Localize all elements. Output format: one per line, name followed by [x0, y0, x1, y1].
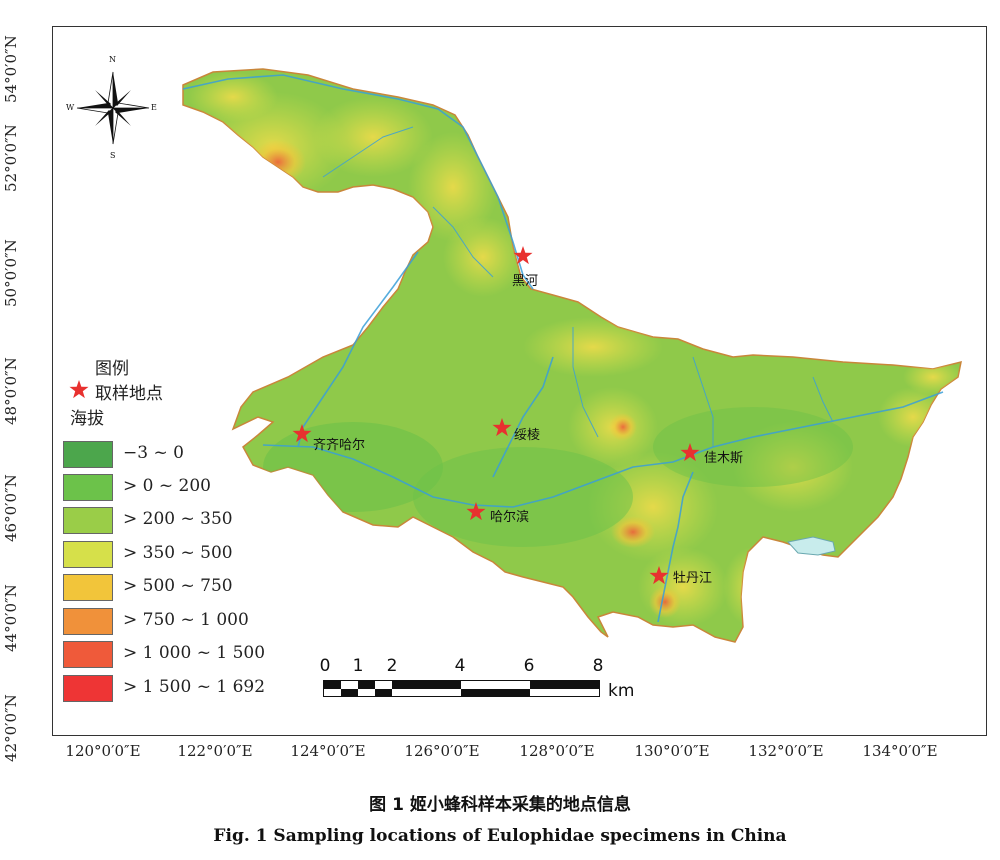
lon-label-120: 120°0′0″E	[65, 742, 141, 760]
scale-num-1: 1	[352, 656, 364, 676]
legend-item-label: > 200 ~ 350	[123, 509, 233, 529]
legend-item: > 1 000 ~ 1 500	[63, 641, 323, 669]
scale-num-8: 8	[592, 656, 604, 676]
legend-item-label: −3 ~ 0	[123, 443, 184, 463]
scale-num-6: 6	[523, 656, 535, 676]
legend-swatch	[63, 441, 113, 468]
city-label-suihua: 绥棱	[514, 428, 541, 443]
legend-title: 图例	[95, 359, 129, 379]
compass-rose-icon	[76, 71, 150, 145]
legend-item-label: > 500 ~ 750	[123, 576, 233, 596]
city-label-jiamusi: 佳木斯	[704, 451, 744, 466]
compass-n: N	[109, 55, 116, 64]
lon-label-126: 126°0′0″E	[404, 742, 480, 760]
city-label-qiqihar: 齐齐哈尔	[313, 438, 366, 453]
scale-unit: km	[608, 681, 635, 701]
lon-label-134: 134°0′0″E	[862, 742, 938, 760]
legend-item-label: > 1 500 ~ 1 692	[123, 677, 266, 697]
rivers	[182, 74, 944, 623]
lon-label-128: 128°0′0″E	[519, 742, 595, 760]
scale-num-2: 2	[386, 656, 398, 676]
caption-chinese: 图 1 姬小蜂科样本采集的地点信息	[369, 795, 631, 815]
legend-item-label: > 1 000 ~ 1 500	[123, 643, 266, 663]
legend-item: > 500 ~ 750	[63, 574, 323, 602]
legend-swatch	[63, 574, 113, 601]
caption-english: Fig. 1 Sampling locations of Eulophidae …	[213, 826, 787, 846]
tributary-1	[572, 327, 599, 438]
tributary-4	[322, 126, 414, 178]
legend-elevation-label: 海拔	[70, 409, 104, 429]
lat-label-42: 42°0′0″N	[2, 694, 20, 762]
lat-label-52: 52°0′0″N	[2, 124, 20, 192]
tributary-3	[812, 376, 834, 423]
city-label-heihe: 黑河	[512, 274, 539, 289]
scale-num-0: 0	[319, 656, 331, 676]
lat-label-46: 46°0′0″N	[2, 474, 20, 542]
songhua-river	[262, 391, 944, 508]
scale-bar-graphic	[323, 680, 600, 697]
legend-swatch	[63, 507, 113, 534]
compass-s: S	[110, 151, 116, 160]
legend-item: −3 ~ 0	[63, 441, 323, 469]
lon-label-124: 124°0′0″E	[290, 742, 366, 760]
xingkai-lake	[787, 536, 836, 556]
legend-swatch	[63, 541, 113, 568]
tributary-5	[432, 206, 494, 278]
legend-sample-label: 取样地点	[95, 384, 163, 404]
legend-item: > 1 500 ~ 1 692	[63, 675, 323, 703]
lon-label-122: 122°0′0″E	[177, 742, 253, 760]
legend-item-label: > 0 ~ 200	[123, 476, 211, 496]
lat-label-50: 50°0′0″N	[2, 239, 20, 307]
legend-item: > 750 ~ 1 000	[63, 608, 323, 636]
map-frame: N S E W	[52, 26, 987, 736]
scale-num-4: 4	[454, 656, 466, 676]
north-arrow: N S E W	[66, 55, 157, 160]
city-label-mudanjiang: 牡丹江	[673, 571, 713, 586]
lat-label-44: 44°0′0″N	[2, 584, 20, 652]
elevation-map	[182, 68, 962, 643]
tributary-2	[692, 356, 714, 447]
compass-e: E	[151, 103, 157, 112]
legend-swatch	[63, 608, 113, 635]
lat-label-54: 54°0′0″N	[2, 35, 20, 103]
legend-item-label: > 750 ~ 1 000	[123, 610, 249, 630]
mudan-river	[657, 471, 694, 623]
lon-label-132: 132°0′0″E	[748, 742, 824, 760]
legend-item: > 0 ~ 200	[63, 474, 323, 502]
legend-item: > 350 ~ 500	[63, 541, 323, 569]
lat-label-48: 48°0′0″N	[2, 357, 20, 425]
legend-swatch	[63, 641, 113, 668]
lon-label-130: 130°0′0″E	[634, 742, 710, 760]
legend-item-label: > 350 ~ 500	[123, 543, 233, 563]
compass-w: W	[66, 103, 75, 112]
legend-swatch	[63, 675, 113, 702]
legend-swatch	[63, 474, 113, 501]
hulan-river	[492, 356, 554, 478]
city-label-harbin: 哈尔滨	[490, 510, 530, 525]
legend-item: > 200 ~ 350	[63, 507, 323, 535]
